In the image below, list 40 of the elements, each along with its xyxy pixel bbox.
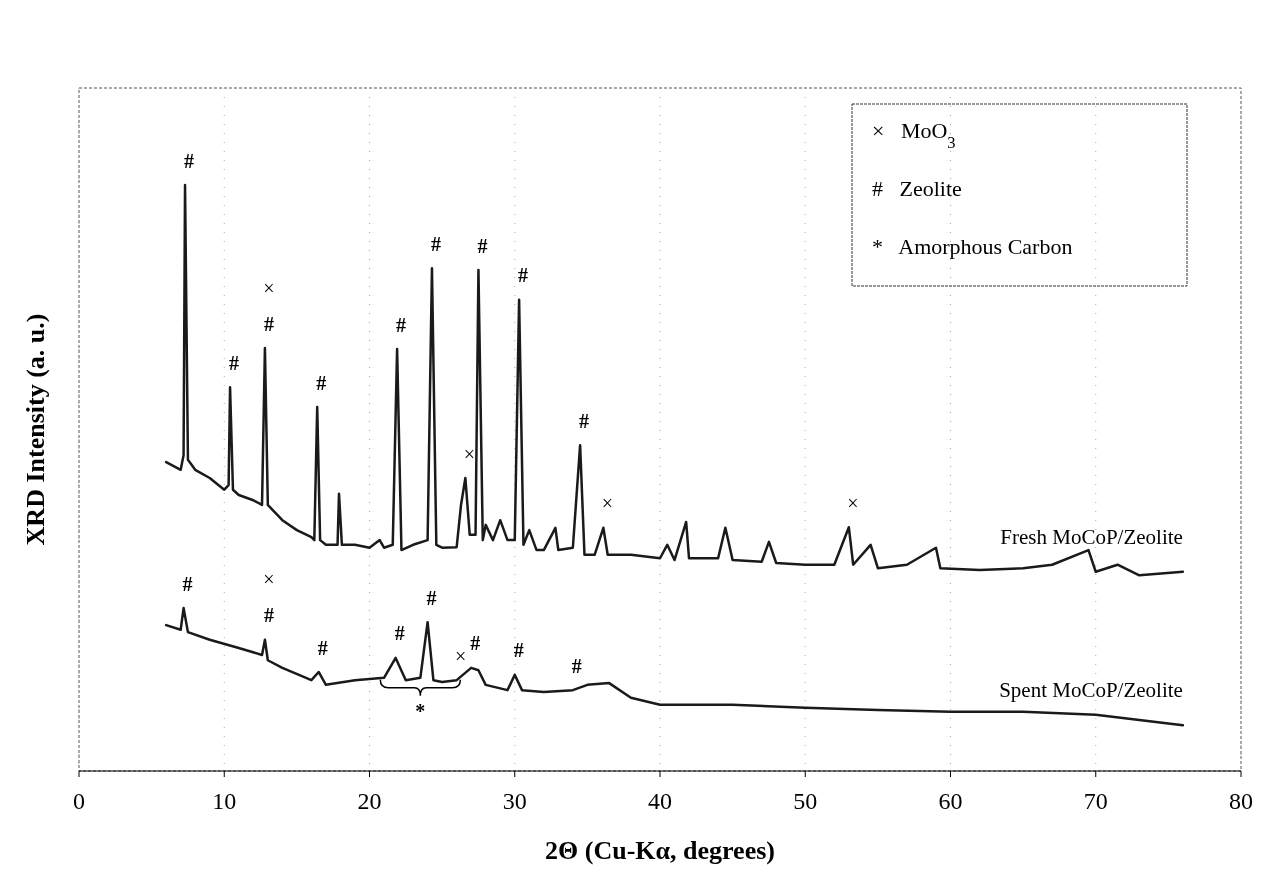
- annotation: #: [317, 636, 328, 659]
- annotation: ×: [847, 491, 859, 514]
- annotation: ×: [455, 644, 467, 667]
- annotation: #: [316, 371, 327, 394]
- annotation: #: [394, 622, 405, 645]
- annotation: #: [426, 586, 437, 609]
- annotation: ×: [463, 442, 476, 465]
- annotation: ×: [263, 276, 275, 299]
- x-tick-label: 50: [793, 788, 818, 814]
- annotation: *: [415, 699, 426, 722]
- annotation: #: [430, 232, 441, 255]
- x-tick-label: 10: [212, 788, 237, 814]
- series-label: Fresh MoCoP/Zeolite: [1000, 524, 1183, 549]
- annotation: #: [184, 149, 195, 172]
- annotation: #: [571, 654, 582, 677]
- annotation: #: [263, 312, 274, 335]
- text: × MoO$_{3}$: [872, 118, 956, 152]
- annotation: #: [518, 264, 529, 287]
- x-tick-label: 30: [502, 788, 527, 814]
- x-tick-label: 80: [1229, 788, 1253, 814]
- x-tick-label: 40: [648, 788, 672, 814]
- x-axis-title: 2Θ (Cu-Kα, degrees): [545, 836, 775, 865]
- annotation: # Zeolite: [872, 176, 962, 201]
- x-tick-label: 60: [938, 788, 963, 814]
- annotation: ×: [263, 568, 275, 591]
- annotation: #: [470, 632, 481, 655]
- x-tick-label: 0: [73, 788, 85, 814]
- annotation: ×: [601, 492, 613, 515]
- annotation: #: [263, 604, 274, 627]
- annotation: * Amorphous Carbon: [872, 234, 1073, 259]
- annotation: #: [477, 234, 488, 257]
- annotation: #: [396, 313, 407, 336]
- annotation: #: [579, 409, 590, 432]
- annotation: #: [229, 351, 240, 374]
- annotation: #: [513, 639, 524, 662]
- annotation: #: [182, 572, 193, 595]
- x-tick-label: 20: [357, 788, 382, 814]
- series-label: Spent MoCoP/Zeolite: [999, 678, 1183, 703]
- x-tick-label: 70: [1083, 788, 1108, 814]
- y-axis-title: XRD Intensity (a. u.): [21, 313, 50, 546]
